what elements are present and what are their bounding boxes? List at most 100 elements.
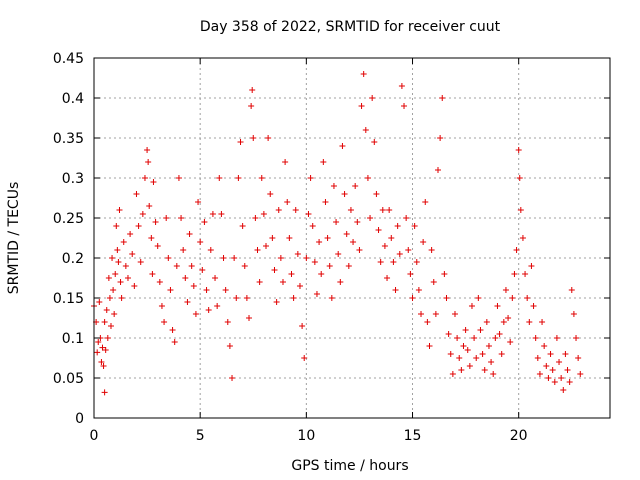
data-point (500, 319, 507, 325)
data-point (161, 319, 168, 325)
data-point (249, 87, 256, 93)
data-point (135, 223, 142, 229)
data-point (430, 279, 437, 285)
data-point (490, 371, 497, 377)
data-point (513, 247, 520, 253)
data-point (111, 311, 118, 317)
data-point (250, 135, 257, 141)
data-point (322, 199, 329, 205)
data-point (437, 135, 444, 141)
data-point (441, 271, 448, 277)
data-point (439, 95, 446, 101)
data-point (192, 311, 199, 317)
data-point (148, 235, 155, 241)
data-point (432, 311, 439, 317)
data-point (345, 263, 352, 269)
data-point (307, 175, 314, 181)
data-point (122, 263, 129, 269)
data-point (333, 219, 340, 225)
x-tick-label: 0 (90, 428, 99, 444)
data-point (411, 223, 418, 229)
data-point (492, 335, 499, 341)
data-point (373, 191, 380, 197)
data-point (560, 387, 567, 393)
data-point (553, 335, 560, 341)
data-point (169, 327, 176, 333)
data-point (328, 295, 335, 301)
data-point (337, 279, 344, 285)
data-point (386, 207, 393, 213)
data-point (468, 303, 475, 309)
data-point (201, 219, 208, 225)
data-point (296, 283, 303, 289)
data-point (528, 263, 535, 269)
data-point (330, 183, 337, 189)
y-tick-label: 0.05 (53, 371, 84, 387)
data-point (570, 311, 577, 317)
plot-frame (93, 57, 611, 419)
data-point (498, 351, 505, 357)
data-point (277, 255, 284, 261)
data-point (573, 335, 580, 341)
data-point (405, 247, 412, 253)
data-point (462, 327, 469, 333)
data-point (377, 259, 384, 265)
data-point (516, 175, 523, 181)
data-point (197, 239, 204, 245)
data-point (229, 375, 236, 381)
data-point (237, 139, 244, 145)
data-point (577, 371, 584, 377)
data-point (275, 207, 282, 213)
data-point (114, 247, 121, 253)
data-point (145, 159, 152, 165)
y-tick-label: 0.45 (53, 51, 84, 67)
data-point (445, 331, 452, 337)
grid-lines (94, 58, 610, 418)
data-point (226, 343, 233, 349)
y-tick-label: 0.3 (62, 171, 84, 187)
data-point (175, 175, 182, 181)
data-point (522, 271, 529, 277)
data-point (409, 295, 416, 301)
data-point (290, 295, 297, 301)
data-point (473, 355, 480, 361)
x-tick-label: 15 (404, 428, 422, 444)
data-point (102, 347, 109, 353)
data-point (371, 139, 378, 145)
data-point (258, 175, 265, 181)
data-point (260, 211, 267, 217)
chart-title: Day 358 of 2022, SRMTID for receiver cuu… (200, 19, 501, 35)
data-point (216, 175, 223, 181)
data-point (115, 259, 122, 265)
data-point (116, 207, 123, 213)
data-point (364, 175, 371, 181)
data-point (305, 211, 312, 217)
data-point (205, 307, 212, 313)
data-point (127, 231, 134, 237)
data-point (519, 235, 526, 241)
data-point (443, 295, 450, 301)
data-point (536, 371, 543, 377)
data-point (460, 343, 467, 349)
data-point (545, 375, 552, 381)
data-point (246, 315, 253, 321)
data-point (515, 147, 522, 153)
data-point (347, 207, 354, 213)
data-point (156, 279, 163, 285)
data-point (420, 239, 427, 245)
data-point (343, 231, 350, 237)
data-point (141, 175, 148, 181)
y-tick-label: 0.25 (53, 211, 84, 227)
data-point (146, 203, 153, 209)
data-point (152, 219, 159, 225)
data-point (199, 267, 206, 273)
data-point (239, 223, 246, 229)
data-point (488, 359, 495, 365)
data-point (551, 379, 558, 385)
data-point (415, 287, 422, 293)
y-tick-label: 0.15 (53, 291, 84, 307)
data-point (224, 319, 231, 325)
y-tick-label: 0.1 (62, 331, 84, 347)
data-point (358, 103, 365, 109)
data-point (398, 83, 405, 89)
